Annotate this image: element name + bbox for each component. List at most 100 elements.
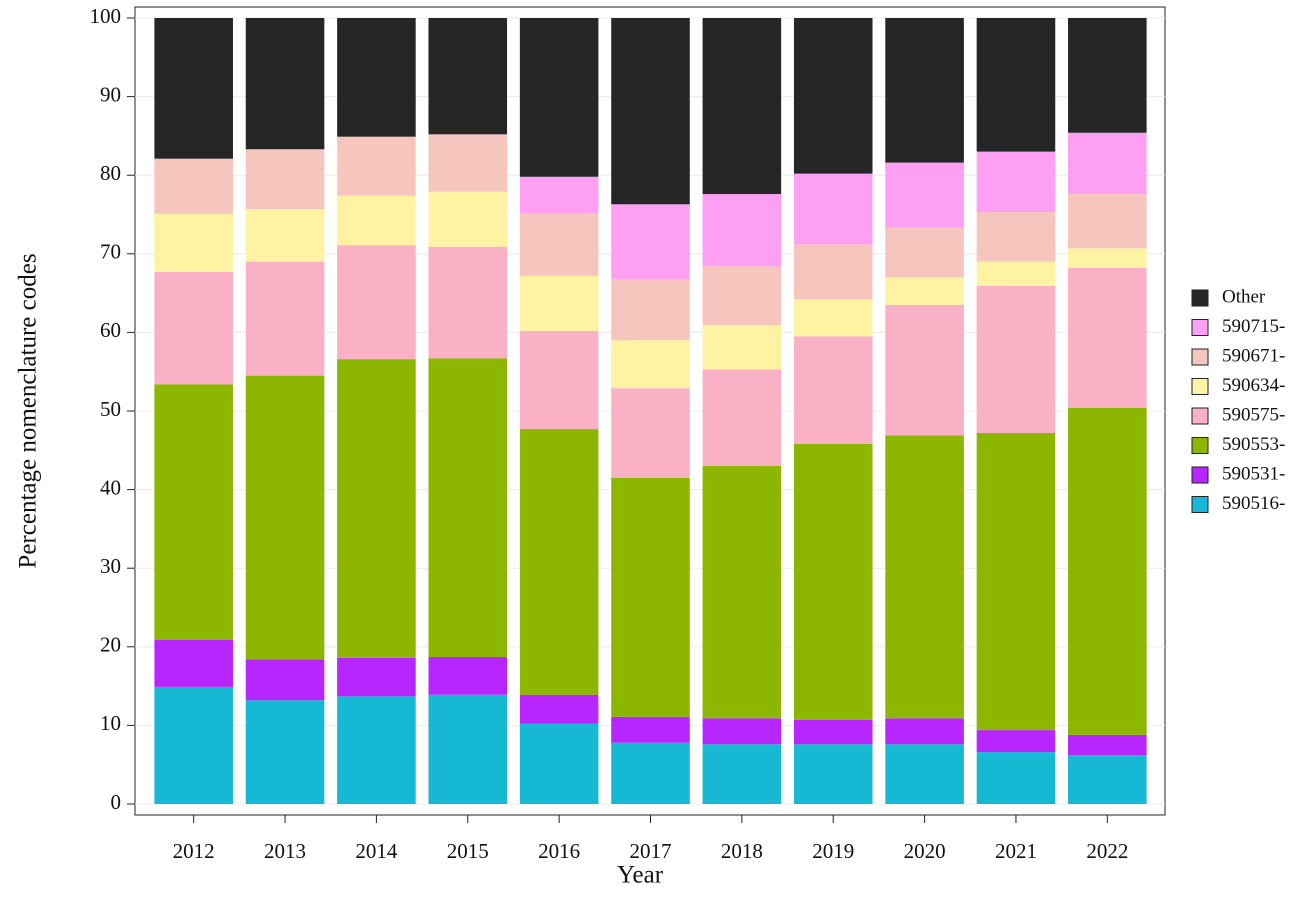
legend-swatch bbox=[1191, 437, 1209, 454]
legend-label: 590516- bbox=[1222, 493, 1285, 514]
bar-segment bbox=[428, 18, 508, 135]
bar-segment bbox=[428, 246, 508, 359]
bar-segment bbox=[428, 191, 508, 247]
bar-segment bbox=[702, 194, 782, 267]
bar-segment bbox=[154, 213, 233, 272]
bar-segment bbox=[337, 657, 416, 697]
legend-label: 590531- bbox=[1222, 463, 1285, 484]
bar-segment bbox=[885, 304, 964, 436]
bar-segment bbox=[702, 466, 782, 719]
legend-label: 590715- bbox=[1222, 316, 1285, 337]
legend-swatch bbox=[1191, 378, 1209, 395]
x-tick-label: 2012 bbox=[173, 839, 215, 863]
legend-swatch bbox=[1191, 348, 1209, 366]
bar-segment bbox=[245, 18, 325, 150]
y-tick-label: 90 bbox=[100, 82, 121, 106]
bar-segment bbox=[702, 718, 782, 745]
bar-segment bbox=[611, 716, 690, 743]
bar-segment bbox=[337, 136, 416, 196]
bar-segment bbox=[337, 359, 416, 658]
bar-segment bbox=[428, 358, 508, 658]
bar-segment bbox=[154, 639, 233, 687]
bar-segment bbox=[793, 18, 873, 174]
bar-segment bbox=[702, 744, 782, 804]
bar-segment bbox=[245, 261, 325, 376]
bar-segment bbox=[793, 719, 873, 745]
bar-segment bbox=[976, 212, 1056, 262]
bar-segment bbox=[245, 208, 325, 262]
x-tick-label: 2021 bbox=[995, 839, 1037, 863]
bar-segment bbox=[885, 227, 964, 278]
bar-segment bbox=[702, 325, 782, 370]
bar-segment bbox=[245, 659, 325, 701]
bar-segment bbox=[154, 384, 233, 640]
x-tick-label: 2016 bbox=[538, 839, 580, 863]
bar-segment bbox=[245, 149, 325, 209]
bar-segment bbox=[793, 299, 873, 337]
bar-segment bbox=[337, 245, 416, 360]
bar-segment bbox=[519, 429, 599, 695]
bar-segment bbox=[793, 744, 873, 804]
bar-segment bbox=[1068, 734, 1147, 756]
bar-segment bbox=[793, 336, 873, 445]
bar-segment bbox=[976, 752, 1056, 804]
bar-segment bbox=[428, 694, 508, 804]
bar-segment bbox=[1068, 18, 1147, 133]
bar-segment bbox=[702, 266, 782, 326]
bar-segment bbox=[976, 18, 1056, 152]
y-tick-label: 10 bbox=[100, 711, 121, 735]
bar-segment bbox=[154, 18, 233, 159]
bar-segment bbox=[519, 330, 599, 430]
bar-segment bbox=[428, 657, 508, 695]
x-tick-label: 2022 bbox=[1086, 839, 1128, 863]
bar-segment bbox=[337, 696, 416, 804]
bar-segment bbox=[885, 718, 964, 745]
bar-segment bbox=[519, 275, 599, 331]
bar-segment bbox=[519, 18, 599, 177]
bar-segment bbox=[702, 18, 782, 195]
x-tick-label: 2013 bbox=[264, 839, 306, 863]
bar-segment bbox=[611, 340, 690, 389]
x-tick-label: 2017 bbox=[630, 839, 672, 863]
legend-swatch bbox=[1191, 466, 1209, 484]
bar-segment bbox=[793, 173, 873, 245]
bar-segment bbox=[976, 730, 1056, 753]
bar-segment bbox=[611, 204, 690, 279]
bar-segment bbox=[611, 278, 690, 341]
bar-segment bbox=[793, 444, 873, 720]
y-tick-label: 0 bbox=[111, 790, 122, 814]
bar-segment bbox=[1068, 248, 1147, 268]
y-tick-label: 50 bbox=[100, 397, 121, 421]
bar-segment bbox=[976, 286, 1056, 434]
bar-segment bbox=[245, 375, 325, 660]
y-tick-label: 60 bbox=[100, 318, 121, 342]
y-tick-label: 100 bbox=[90, 4, 122, 28]
y-tick-label: 80 bbox=[100, 161, 121, 185]
y-tick-label: 30 bbox=[100, 554, 121, 578]
bar-segment bbox=[793, 244, 873, 300]
bar-segment bbox=[519, 723, 599, 804]
bar-segment bbox=[519, 694, 599, 724]
bar-segment bbox=[885, 277, 964, 305]
bar-segment bbox=[611, 388, 690, 478]
legend-swatch bbox=[1191, 319, 1209, 336]
bar-segment bbox=[245, 700, 325, 804]
legend-label: Other bbox=[1222, 286, 1266, 307]
legend-label: 590634- bbox=[1222, 375, 1285, 396]
legend-swatch bbox=[1191, 407, 1209, 425]
bar-segment bbox=[154, 271, 233, 385]
x-tick-label: 2014 bbox=[355, 839, 398, 863]
bar-segment bbox=[885, 435, 964, 719]
x-tick-label: 2018 bbox=[721, 839, 763, 863]
bar-segment bbox=[976, 433, 1056, 731]
bar-segment bbox=[976, 261, 1056, 287]
legend-swatch bbox=[1191, 496, 1209, 513]
bar-segment bbox=[337, 195, 416, 246]
bar-segment bbox=[154, 686, 233, 804]
x-tick-label: 2015 bbox=[447, 839, 489, 863]
x-tick-label: 2019 bbox=[812, 839, 854, 863]
bar-segment bbox=[428, 134, 508, 192]
bar-segment bbox=[885, 162, 964, 228]
y-tick-label: 20 bbox=[100, 633, 121, 657]
